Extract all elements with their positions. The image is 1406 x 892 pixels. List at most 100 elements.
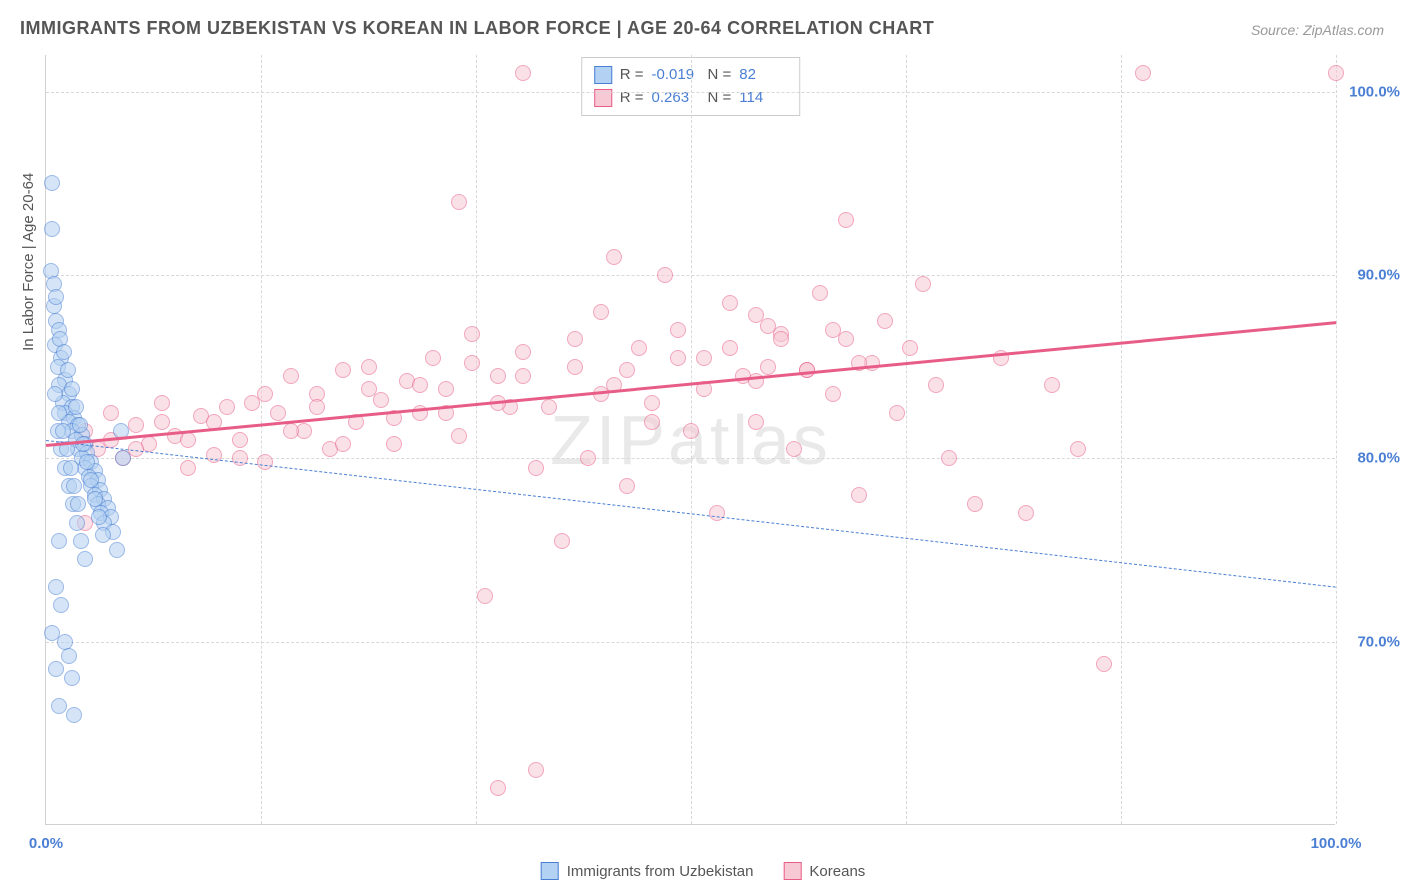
scatter-point [154, 414, 170, 430]
scatter-point [567, 359, 583, 375]
source-attribution: Source: ZipAtlas.com [1251, 22, 1384, 38]
chart-container: IMMIGRANTS FROM UZBEKISTAN VS KOREAN IN … [0, 0, 1406, 892]
scatter-point [722, 295, 738, 311]
grid-line-vertical [691, 55, 692, 824]
scatter-point [91, 509, 107, 525]
scatter-point [902, 340, 918, 356]
scatter-point [270, 405, 286, 421]
scatter-point [386, 436, 402, 452]
scatter-point [180, 460, 196, 476]
scatter-point [335, 436, 351, 452]
scatter-point [425, 350, 441, 366]
scatter-point [709, 505, 725, 521]
grid-line-vertical [1336, 55, 1337, 824]
x-tick-label: 100.0% [1311, 835, 1362, 852]
scatter-point [47, 386, 63, 402]
scatter-point [1135, 65, 1151, 81]
scatter-point [66, 707, 82, 723]
scatter-point [786, 441, 802, 457]
scatter-point [567, 331, 583, 347]
scatter-point [889, 405, 905, 421]
scatter-point [644, 414, 660, 430]
legend-item: Koreans [783, 862, 865, 880]
scatter-point [593, 304, 609, 320]
scatter-point [87, 491, 103, 507]
scatter-point [644, 395, 660, 411]
scatter-point [851, 487, 867, 503]
scatter-point [219, 399, 235, 415]
scatter-point [103, 405, 119, 421]
scatter-point [1018, 505, 1034, 521]
scatter-point [1328, 65, 1344, 81]
scatter-point [61, 648, 77, 664]
scatter-point [68, 399, 84, 415]
scatter-point [373, 392, 389, 408]
scatter-point [44, 221, 60, 237]
series-swatch [594, 66, 612, 84]
scatter-point [515, 65, 531, 81]
scatter-point [53, 597, 69, 613]
scatter-point [283, 368, 299, 384]
scatter-point [309, 399, 325, 415]
scatter-point [73, 533, 89, 549]
scatter-point [580, 450, 596, 466]
stat-n-value: 82 [739, 64, 787, 87]
scatter-point [1096, 656, 1112, 672]
scatter-point [79, 454, 95, 470]
scatter-point [619, 362, 635, 378]
scatter-point [490, 368, 506, 384]
scatter-point [606, 249, 622, 265]
scatter-point [232, 432, 248, 448]
scatter-point [722, 340, 738, 356]
y-tick-label: 90.0% [1357, 267, 1400, 284]
scatter-point [361, 381, 377, 397]
scatter-point [683, 423, 699, 439]
scatter-point [70, 496, 86, 512]
legend-item: Immigrants from Uzbekistan [541, 862, 754, 880]
legend-label: Immigrants from Uzbekistan [567, 863, 754, 880]
scatter-point [631, 340, 647, 356]
y-tick-label: 70.0% [1357, 633, 1400, 650]
scatter-point [69, 515, 85, 531]
scatter-point [838, 212, 854, 228]
scatter-point [64, 670, 80, 686]
scatter-point [657, 267, 673, 283]
scatter-point [257, 454, 273, 470]
scatter-point [44, 175, 60, 191]
chart-title: IMMIGRANTS FROM UZBEKISTAN VS KOREAN IN … [20, 18, 934, 39]
stat-r-value: 0.263 [652, 87, 700, 110]
scatter-point [760, 359, 776, 375]
scatter-point [361, 359, 377, 375]
grid-line-vertical [906, 55, 907, 824]
scatter-point [812, 285, 828, 301]
y-tick-label: 100.0% [1349, 83, 1400, 100]
scatter-point [438, 381, 454, 397]
scatter-point [1070, 441, 1086, 457]
scatter-point [825, 386, 841, 402]
legend-label: Koreans [809, 863, 865, 880]
scatter-point [55, 423, 71, 439]
scatter-point [451, 194, 467, 210]
scatter-point [109, 542, 125, 558]
scatter-point [257, 386, 273, 402]
scatter-point [412, 377, 428, 393]
plot-area: ZIPatlas R =-0.019N =82R =0.263N =114 70… [45, 55, 1335, 825]
scatter-point [838, 331, 854, 347]
scatter-point [554, 533, 570, 549]
scatter-point [825, 322, 841, 338]
scatter-point [72, 417, 88, 433]
scatter-point [64, 381, 80, 397]
scatter-point [670, 350, 686, 366]
scatter-point [48, 661, 64, 677]
scatter-point [541, 399, 557, 415]
stat-n-value: 114 [739, 87, 787, 110]
scatter-point [95, 527, 111, 543]
scatter-point [1044, 377, 1060, 393]
scatter-point [451, 428, 467, 444]
legend-swatch [541, 862, 559, 880]
grid-line-vertical [476, 55, 477, 824]
scatter-point [670, 322, 686, 338]
scatter-point [696, 350, 712, 366]
scatter-point [48, 579, 64, 595]
scatter-point [128, 417, 144, 433]
